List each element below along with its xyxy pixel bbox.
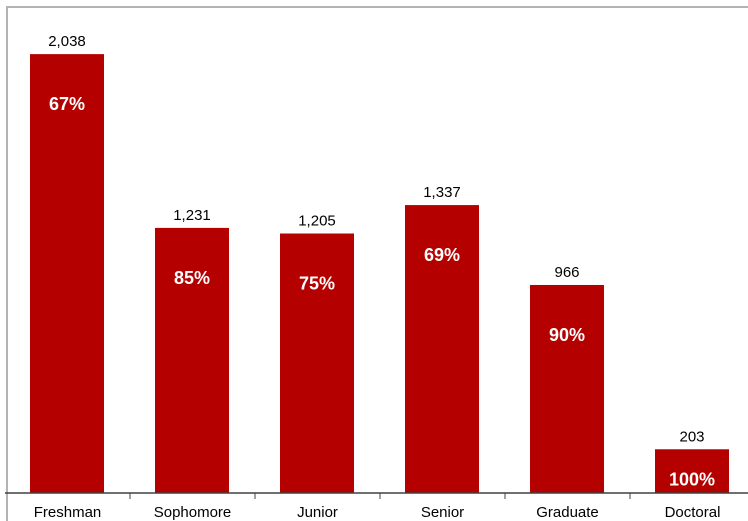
labels-layer: 2,038 67% 1,231 85% 1,205 75% 1,337 69% 966 90% 20… xyxy=(48,33,715,489)
value-label: 1,205 xyxy=(298,213,336,230)
percent-label: 69% xyxy=(424,245,460,265)
value-label: 1,337 xyxy=(423,184,461,201)
bar-doctoral xyxy=(655,449,729,493)
bars-layer xyxy=(30,54,729,494)
value-label: 203 xyxy=(679,428,704,445)
value-label: 1,231 xyxy=(173,207,211,224)
bar-junior xyxy=(280,233,354,494)
x-axis: Freshman Sophomore Junior Senior Graduate Doc… xyxy=(5,492,748,521)
percent-label: 75% xyxy=(299,274,335,294)
bar-senior xyxy=(405,205,479,493)
percent-label: 85% xyxy=(174,268,210,288)
bar-graduate xyxy=(530,284,604,493)
percent-label: 67% xyxy=(49,94,85,114)
x-tick-label: Junior xyxy=(297,504,338,521)
x-tick-label: Freshman xyxy=(34,504,102,521)
value-label: 2,038 xyxy=(48,33,86,50)
value-label: 966 xyxy=(554,264,579,281)
x-tick-label: Graduate xyxy=(536,504,599,521)
bar-sophomore xyxy=(155,227,229,493)
percent-label: 90% xyxy=(549,325,585,345)
bar-freshman xyxy=(30,54,104,493)
chart-frame xyxy=(6,6,748,521)
x-tick-label: Senior xyxy=(421,504,464,521)
x-tick-label: Sophomore xyxy=(154,504,232,521)
x-tick-label: Doctoral xyxy=(665,504,721,521)
percent-label: 100% xyxy=(669,469,715,489)
